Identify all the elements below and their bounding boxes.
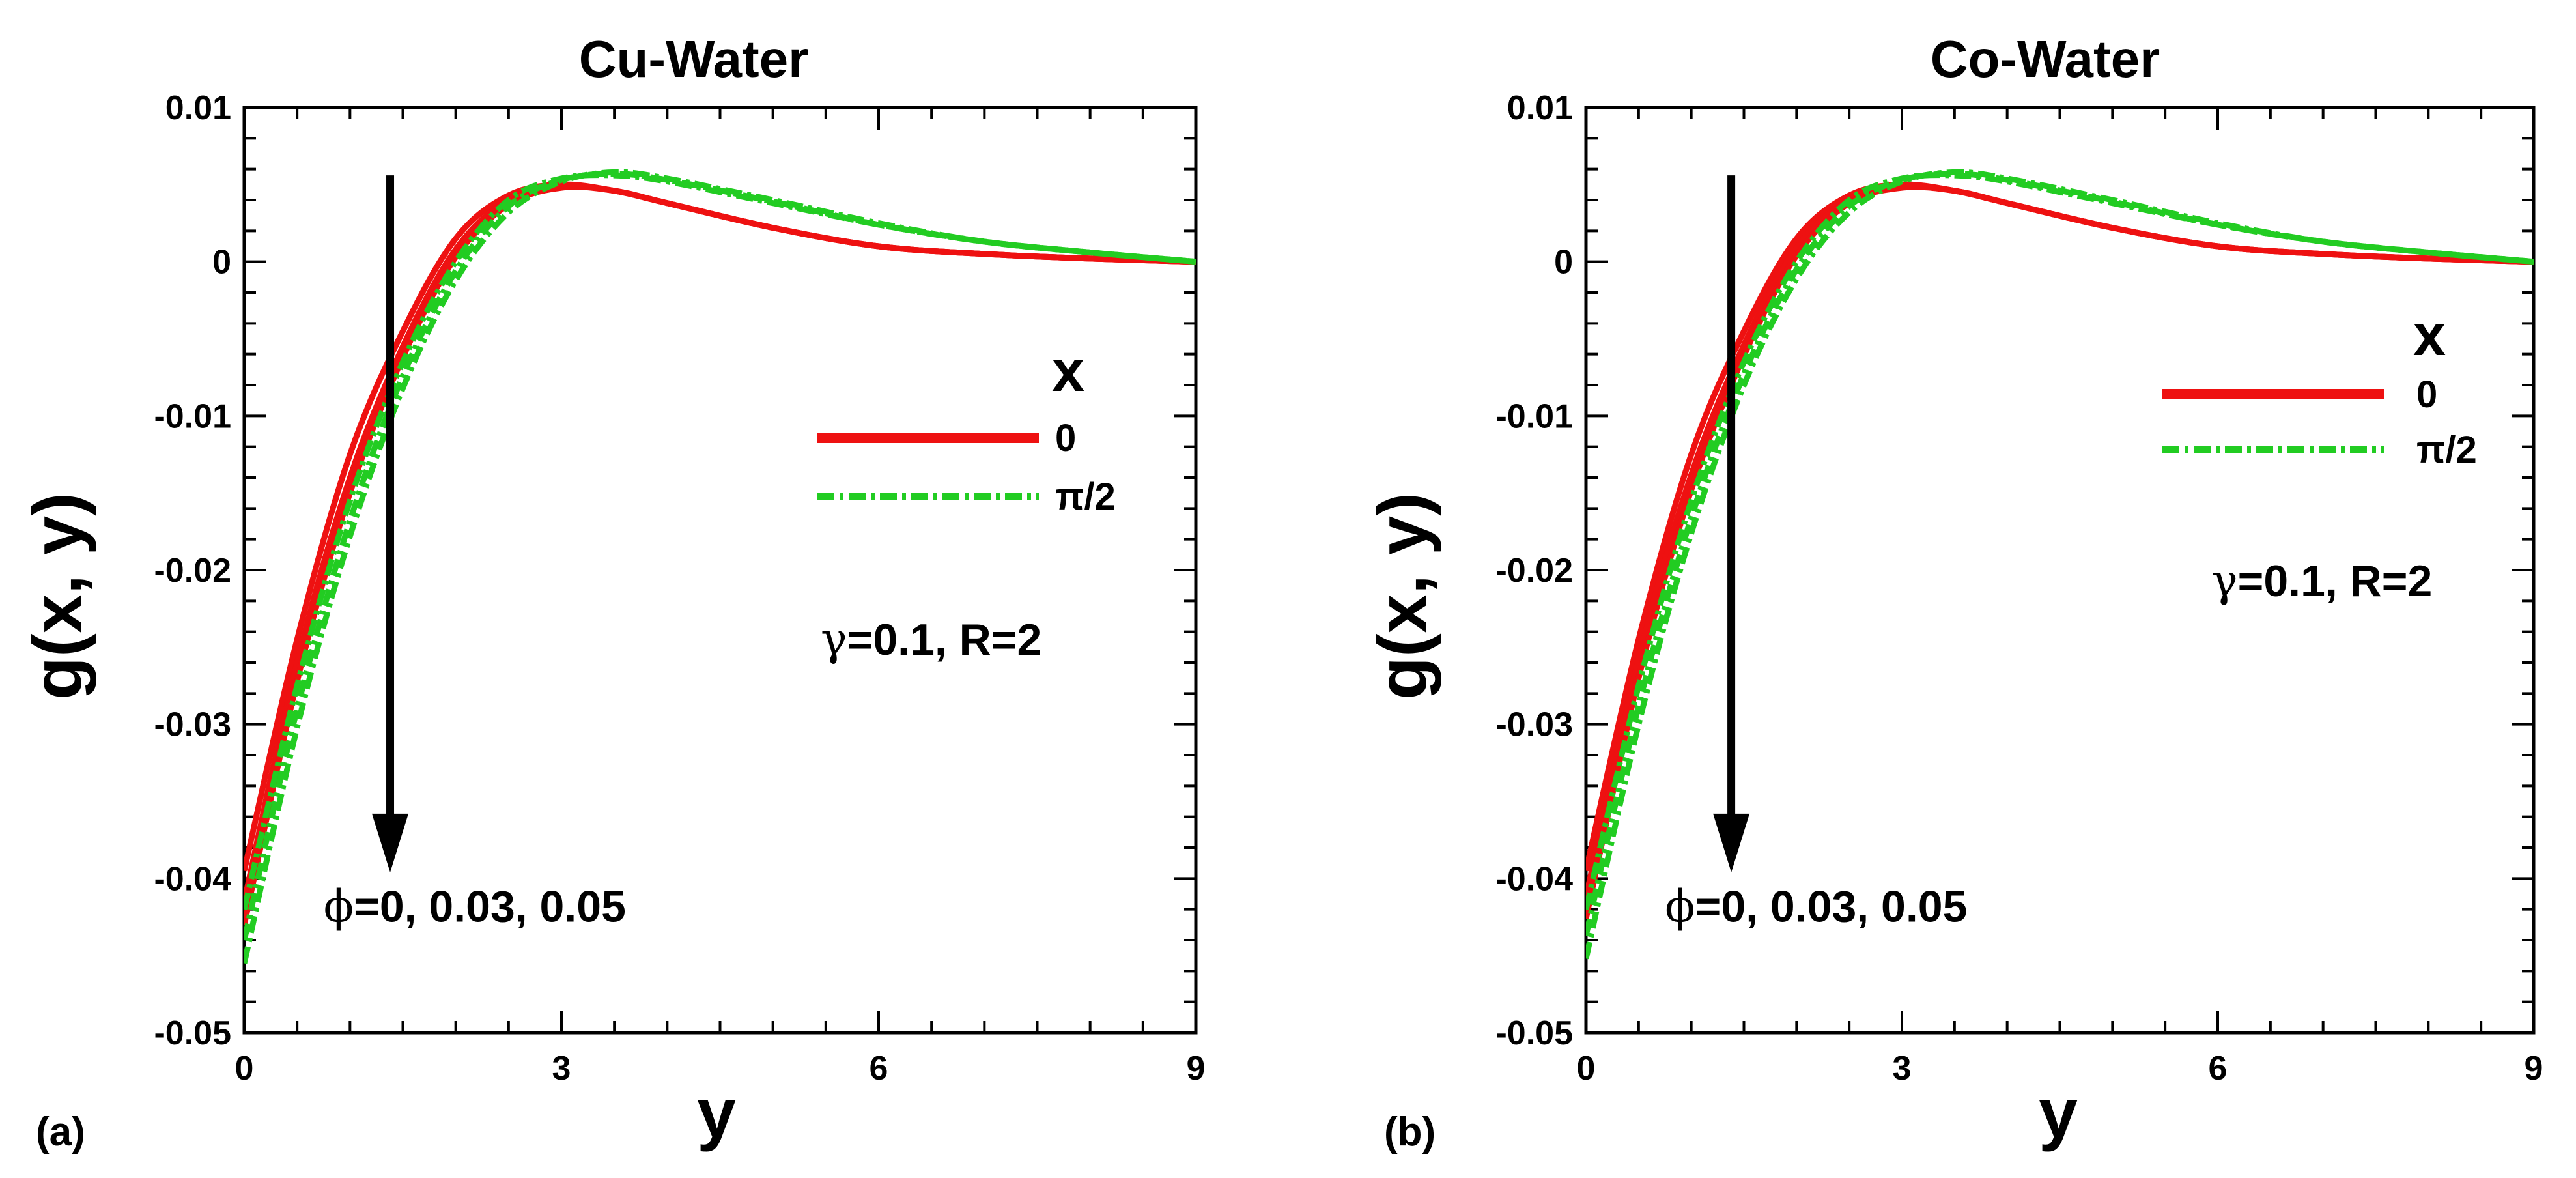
parameter-values: =0.1, R=2 [2238,556,2433,606]
y-tick-label: 0 [1554,244,1573,281]
phi-values: =0, 0.03, 0.05 [354,882,626,932]
y-tick-label: -0.05 [154,1014,231,1052]
legend-label-x0: 0 [1055,417,1076,459]
panel-label: (a) [36,1110,85,1155]
chart-panel-b: Co-Water 0 3 6 9 0.01 0 -0.01 -0.02 -0.03 -0.04 -0.… [1363,30,2543,1155]
x-tick-label: 6 [2209,1050,2228,1087]
legend-title: x [1052,339,1084,404]
y-tick-label: -0.02 [154,552,231,590]
gamma-symbol: γ [2211,556,2238,607]
y-tick-label: -0.01 [154,397,231,435]
y-axis-label: g(x, y) [18,493,96,700]
arrow-annotation: ϕ=0, 0.03, 0.05 [324,882,626,933]
x-tick-label: 6 [870,1050,888,1087]
parameter-values: =0.1, R=2 [847,615,1042,665]
x-axis-label: y [697,1073,736,1152]
y-tick-label: -0.04 [1495,860,1573,898]
y-tick-label: -0.02 [1495,552,1573,590]
legend-label-xpi2: π/2 [1055,476,1116,518]
y-tick-label: 0.01 [165,89,231,127]
y-tick-label: -0.01 [1495,397,1573,435]
panel-label: (b) [1384,1110,1436,1155]
y-tick-label: -0.05 [1495,1014,1573,1052]
phi-symbol: ϕ [324,882,354,933]
legend: x 0 π/2 [2162,303,2477,471]
y-tick-label: -0.04 [154,860,231,898]
series-line-xpi2-curve-3 [1586,169,2534,960]
series-line-x0-curve-3 [1586,184,2534,919]
x-tick-label: 3 [552,1050,571,1087]
x-tick-label: 0 [1577,1050,1596,1087]
y-tick-label: -0.03 [154,706,231,744]
series-line-xpi2-curve-3 [244,169,1196,964]
series-line-xpi2-curve-2 [1586,171,2534,936]
parameter-annotation: γ=0.1, R=2 [821,614,1041,666]
parameter-annotation: γ=0.1, R=2 [2211,556,2432,607]
chart-title: Cu-Water [579,30,809,88]
legend-title: x [2413,303,2446,368]
x-tick-label: 0 [235,1050,254,1087]
legend-label-x0: 0 [2416,373,2437,416]
x-tick-label: 9 [1187,1050,1206,1087]
phi-values: =0, 0.03, 0.05 [1695,882,1968,932]
y-axis-label: g(x, y) [1363,493,1441,700]
phi-arrow-head [1713,813,1750,872]
y-tick-label: 0.01 [1507,89,1573,127]
y-tick-label: -0.03 [1495,706,1573,744]
x-tick-label: 3 [1893,1050,1912,1087]
phi-symbol: ϕ [1665,882,1695,933]
legend-label-xpi2: π/2 [2416,429,2477,471]
phi-arrow-head [372,813,409,872]
y-tick-label: 0 [212,244,231,281]
gamma-symbol: γ [821,614,847,666]
chart-panel-a: Cu-Water 0 3 6 9 0.01 0 -0.01 -0.02 -0.03 -0.04 -0.… [18,30,1205,1155]
legend: x 0 π/2 [817,339,1116,518]
chart-title: Co-Water [1931,30,2160,88]
x-tick-label: 9 [2525,1050,2543,1087]
x-axis-label: y [2039,1073,2078,1152]
arrow-annotation: ϕ=0, 0.03, 0.05 [1665,882,1967,933]
